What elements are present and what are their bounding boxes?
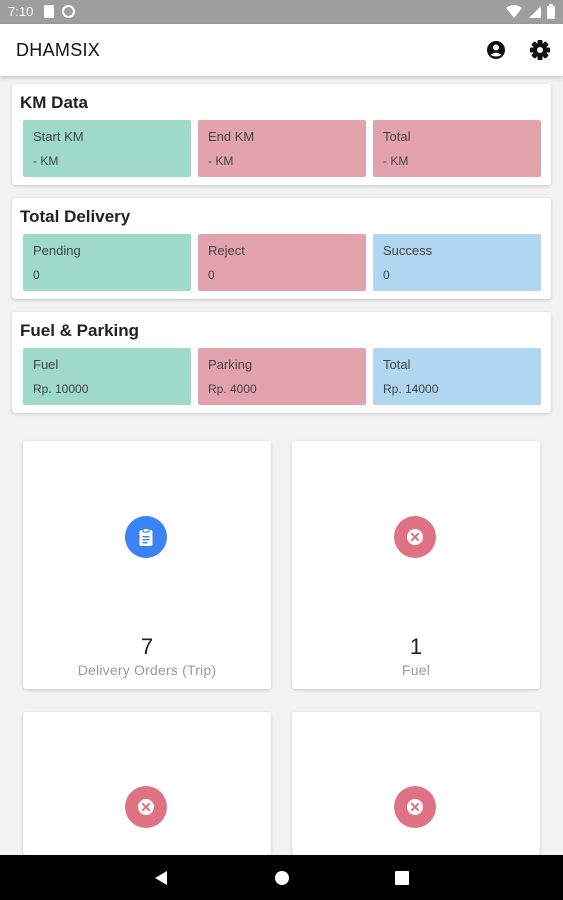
tile-label: End KM: [208, 129, 255, 144]
account-button[interactable]: [484, 38, 508, 62]
grid-card-3[interactable]: [23, 712, 271, 855]
app-title: DHAMSIX: [16, 40, 101, 60]
tile-label: Success: [383, 243, 433, 258]
status-bar: 7:10: [0, 0, 563, 24]
grid-card-4[interactable]: [292, 712, 540, 855]
delivery-orders-card[interactable]: 7 Delivery Orders (Trip): [23, 441, 271, 689]
clipboard-icon: [125, 516, 167, 558]
tile-label: Fuel: [33, 357, 59, 372]
app-bar: DHAMSIX: [0, 24, 563, 76]
km-data-section: KM Data Start KM - KM End KM - KM Total …: [12, 84, 551, 185]
close-circle-icon: [394, 516, 436, 558]
account-icon: [487, 41, 505, 59]
pending-tile: Pending 0: [23, 234, 191, 291]
close-circle-icon: [394, 786, 436, 828]
tile-value: 0: [208, 268, 215, 282]
back-button[interactable]: [151, 868, 171, 888]
home-button[interactable]: [272, 868, 292, 888]
navigation-bar: [0, 855, 563, 900]
fuel-parking-section: Fuel & Parking Fuel Rp. 10000 Parking Rp…: [12, 312, 551, 413]
tile-value: - KM: [33, 154, 59, 168]
tile-value: Rp. 14000: [383, 382, 439, 396]
fuel-card[interactable]: 1 Fuel: [292, 441, 540, 689]
fuel-count: 1: [409, 634, 423, 659]
section-title: Total Delivery: [20, 207, 131, 226]
tile-value: Rp. 4000: [208, 382, 257, 396]
section-title: KM Data: [20, 93, 89, 112]
back-icon: [155, 871, 167, 885]
delivery-orders-count: 7: [140, 634, 154, 659]
tile-value: Rp. 10000: [33, 382, 89, 396]
tile-value: 0: [383, 268, 390, 282]
start-km-tile: Start KM - KM: [23, 120, 191, 177]
sd-card-icon: [44, 5, 54, 18]
tile-value: 0: [33, 268, 40, 282]
battery-icon: [547, 4, 555, 19]
tile-label: Reject: [208, 243, 245, 258]
wifi-icon: [506, 4, 522, 18]
parking-tile: Parking Rp. 4000: [198, 348, 366, 405]
settings-icon: [530, 40, 550, 60]
status-time: 7:10: [8, 4, 34, 19]
total-delivery-section: Total Delivery Pending 0 Reject 0 Succes…: [12, 198, 551, 299]
reject-tile: Reject 0: [198, 234, 366, 291]
end-km-tile: End KM - KM: [198, 120, 366, 177]
recents-icon: [395, 871, 409, 885]
tile-value: - KM: [383, 154, 409, 168]
tile-label: Total: [383, 129, 411, 144]
total-cost-tile: Total Rp. 14000: [373, 348, 541, 405]
home-icon: [275, 871, 289, 885]
tile-value: - KM: [208, 154, 234, 168]
tile-label: Parking: [208, 357, 253, 372]
delivery-orders-label: Delivery Orders (Trip): [77, 662, 217, 678]
signal-icon: [529, 5, 541, 18]
tile-label: Total: [383, 357, 411, 372]
success-tile: Success 0: [373, 234, 541, 291]
section-title: Fuel & Parking: [20, 321, 140, 340]
tile-label: Pending: [33, 243, 81, 258]
total-km-tile: Total - KM: [373, 120, 541, 177]
sync-icon: [62, 5, 75, 18]
settings-button[interactable]: [528, 38, 552, 62]
close-circle-icon: [125, 786, 167, 828]
fuel-label: Fuel: [401, 662, 431, 678]
recents-button[interactable]: [392, 868, 412, 888]
fuel-tile: Fuel Rp. 10000: [23, 348, 191, 405]
tile-label: Start KM: [33, 129, 84, 144]
